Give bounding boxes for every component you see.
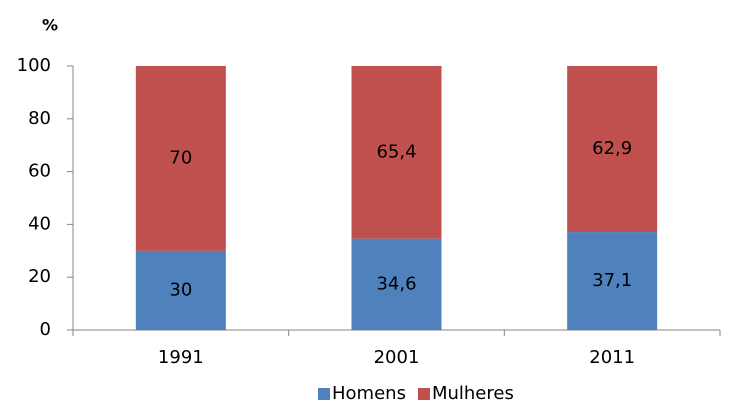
data-label: 37,1: [592, 270, 632, 291]
bar-segment: [135, 250, 226, 330]
legend-label: Homens: [332, 383, 406, 404]
data-label: 70: [169, 147, 192, 168]
y-tick-label: 80: [28, 108, 51, 129]
x-tick-label: 1991: [158, 347, 204, 368]
data-label: 62,9: [592, 138, 632, 159]
x-tick-label: 2011: [589, 347, 635, 368]
y-tick-label: 40: [28, 213, 51, 234]
data-label: 65,4: [376, 141, 416, 162]
y-tick-label: 20: [28, 266, 51, 287]
y-tick-label: 60: [28, 161, 51, 182]
bar-segment: [135, 66, 226, 251]
bar-segment: [567, 232, 658, 330]
y-tick-label: 0: [40, 319, 51, 340]
bar-segment: [351, 66, 442, 239]
legend-label: Mulheres: [432, 383, 514, 404]
data-label: 30: [169, 279, 192, 300]
y-tick-label: 100: [17, 55, 51, 76]
data-label: 34,6: [376, 273, 416, 294]
bar-segment: [351, 238, 442, 330]
legend-swatch: [417, 388, 430, 400]
y-axis-label: %: [42, 16, 58, 35]
bar-segment: [567, 66, 658, 233]
x-tick-label: 2001: [374, 347, 420, 368]
legend-swatch: [318, 388, 330, 400]
